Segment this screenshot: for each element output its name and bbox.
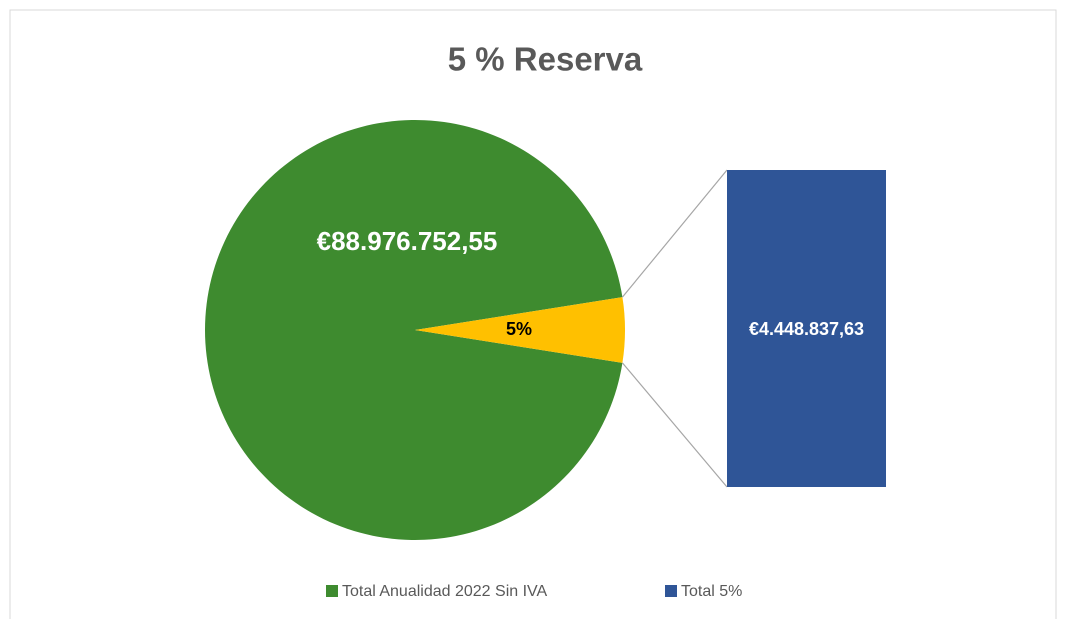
pie-slice (205, 120, 623, 541)
legend-label: Total Anualidad 2022 Sin IVA (342, 583, 548, 600)
data-label: 5% (506, 319, 532, 339)
legend-label: Total 5% (681, 583, 742, 600)
legend-swatch (326, 585, 338, 597)
bar (727, 170, 886, 487)
legend-swatch (665, 585, 677, 597)
chart-title: 5 % Reserva (448, 41, 643, 78)
connector (621, 362, 728, 488)
pie-slice (415, 297, 625, 363)
data-label: €88.976.752,55 (317, 226, 498, 256)
data-label: €4.448.837,63 (749, 319, 864, 339)
connector (621, 169, 728, 298)
